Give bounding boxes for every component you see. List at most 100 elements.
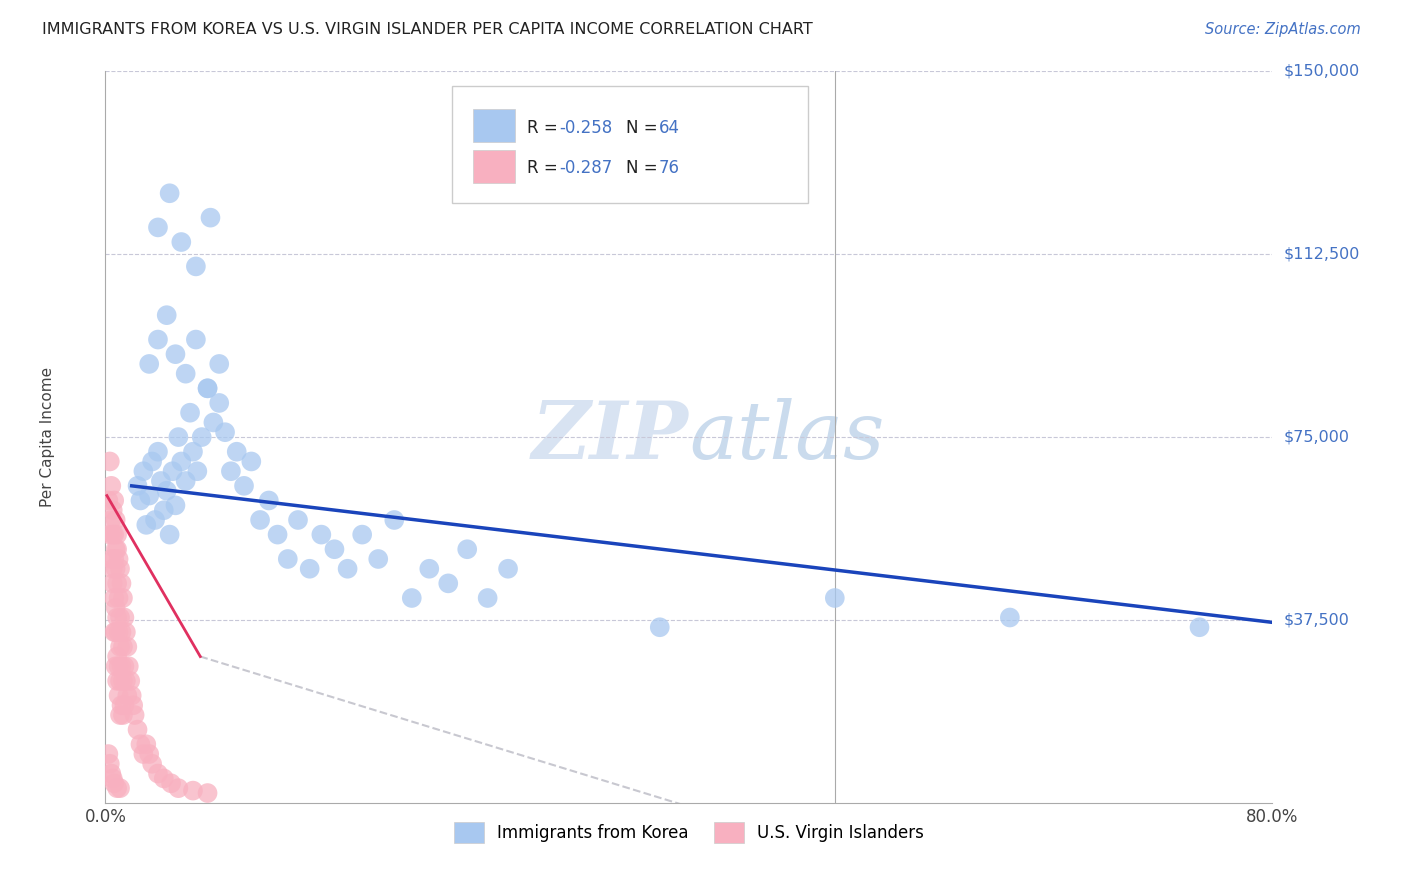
Text: R =: R = xyxy=(527,159,562,177)
Text: ZIP: ZIP xyxy=(531,399,689,475)
Point xyxy=(103,625,125,640)
Point xyxy=(108,610,131,624)
Point xyxy=(97,493,120,508)
Point xyxy=(138,747,160,761)
Point xyxy=(110,659,132,673)
Text: Per Capita Income: Per Capita Income xyxy=(39,367,55,508)
Point xyxy=(156,308,179,322)
Point xyxy=(146,444,169,458)
Point xyxy=(149,474,172,488)
Point xyxy=(156,483,179,498)
Point xyxy=(104,562,127,576)
Point xyxy=(104,659,127,673)
Point xyxy=(648,620,671,634)
Point xyxy=(107,591,129,605)
Point xyxy=(105,542,128,557)
Point xyxy=(107,625,129,640)
Point xyxy=(124,708,146,723)
Point xyxy=(174,367,197,381)
Point xyxy=(138,489,160,503)
Point xyxy=(146,220,169,235)
Point xyxy=(117,640,139,654)
Point xyxy=(111,640,134,654)
Point xyxy=(277,552,299,566)
Point xyxy=(120,673,142,688)
Point xyxy=(101,527,124,541)
Point xyxy=(190,430,212,444)
Point xyxy=(240,454,263,468)
Point xyxy=(208,396,231,410)
Point xyxy=(174,474,197,488)
Point xyxy=(97,747,120,761)
Text: N =: N = xyxy=(626,119,662,136)
Point xyxy=(159,527,181,541)
Point xyxy=(112,698,135,713)
Point xyxy=(111,708,134,723)
Legend: Immigrants from Korea, U.S. Virgin Islanders: Immigrants from Korea, U.S. Virgin Islan… xyxy=(447,815,931,849)
Point xyxy=(132,464,155,478)
Point xyxy=(197,786,219,800)
Point xyxy=(110,698,132,713)
Point xyxy=(186,464,208,478)
Point xyxy=(225,444,247,458)
Point xyxy=(219,464,242,478)
Point xyxy=(165,347,187,361)
FancyBboxPatch shape xyxy=(472,150,515,183)
Point xyxy=(98,527,121,541)
Point xyxy=(112,659,135,673)
Point xyxy=(121,689,143,703)
Point xyxy=(146,333,169,347)
Point xyxy=(418,562,440,576)
Point xyxy=(100,513,122,527)
Text: atlas: atlas xyxy=(689,399,884,475)
Point xyxy=(287,513,309,527)
Point xyxy=(103,591,125,605)
Point xyxy=(352,527,374,541)
Point xyxy=(298,562,321,576)
Point xyxy=(998,610,1021,624)
Point xyxy=(103,493,125,508)
Point xyxy=(101,503,124,517)
Point xyxy=(141,454,163,468)
Point xyxy=(111,591,134,605)
Point xyxy=(105,610,128,624)
Point xyxy=(214,425,236,440)
Point xyxy=(167,781,190,796)
FancyBboxPatch shape xyxy=(453,86,808,203)
Point xyxy=(107,689,129,703)
Point xyxy=(103,527,125,541)
Point xyxy=(184,333,207,347)
Point xyxy=(135,517,157,532)
Point xyxy=(107,659,129,673)
Text: IMMIGRANTS FROM KOREA VS U.S. VIRGIN ISLANDER PER CAPITA INCOME CORRELATION CHAR: IMMIGRANTS FROM KOREA VS U.S. VIRGIN ISL… xyxy=(42,22,813,37)
Text: -0.287: -0.287 xyxy=(560,159,613,177)
Point xyxy=(103,552,125,566)
Point xyxy=(104,625,127,640)
Point xyxy=(367,552,389,566)
Point xyxy=(197,381,219,395)
Point xyxy=(105,527,128,541)
Point xyxy=(108,708,131,723)
Point xyxy=(179,406,201,420)
Point xyxy=(104,600,127,615)
Point xyxy=(105,649,128,664)
Point xyxy=(181,783,204,797)
Point xyxy=(249,513,271,527)
Point xyxy=(110,625,132,640)
Point xyxy=(202,416,225,430)
Point xyxy=(382,513,405,527)
Point xyxy=(103,776,125,790)
Point xyxy=(104,513,127,527)
Point xyxy=(208,357,231,371)
Point xyxy=(110,576,132,591)
Point xyxy=(112,610,135,624)
Point xyxy=(159,186,181,201)
Point xyxy=(105,576,128,591)
Point xyxy=(181,444,204,458)
Point xyxy=(477,591,499,605)
Text: 76: 76 xyxy=(658,159,679,177)
Point xyxy=(266,527,288,541)
Point xyxy=(108,562,131,576)
Point xyxy=(162,464,184,478)
Point xyxy=(100,479,122,493)
